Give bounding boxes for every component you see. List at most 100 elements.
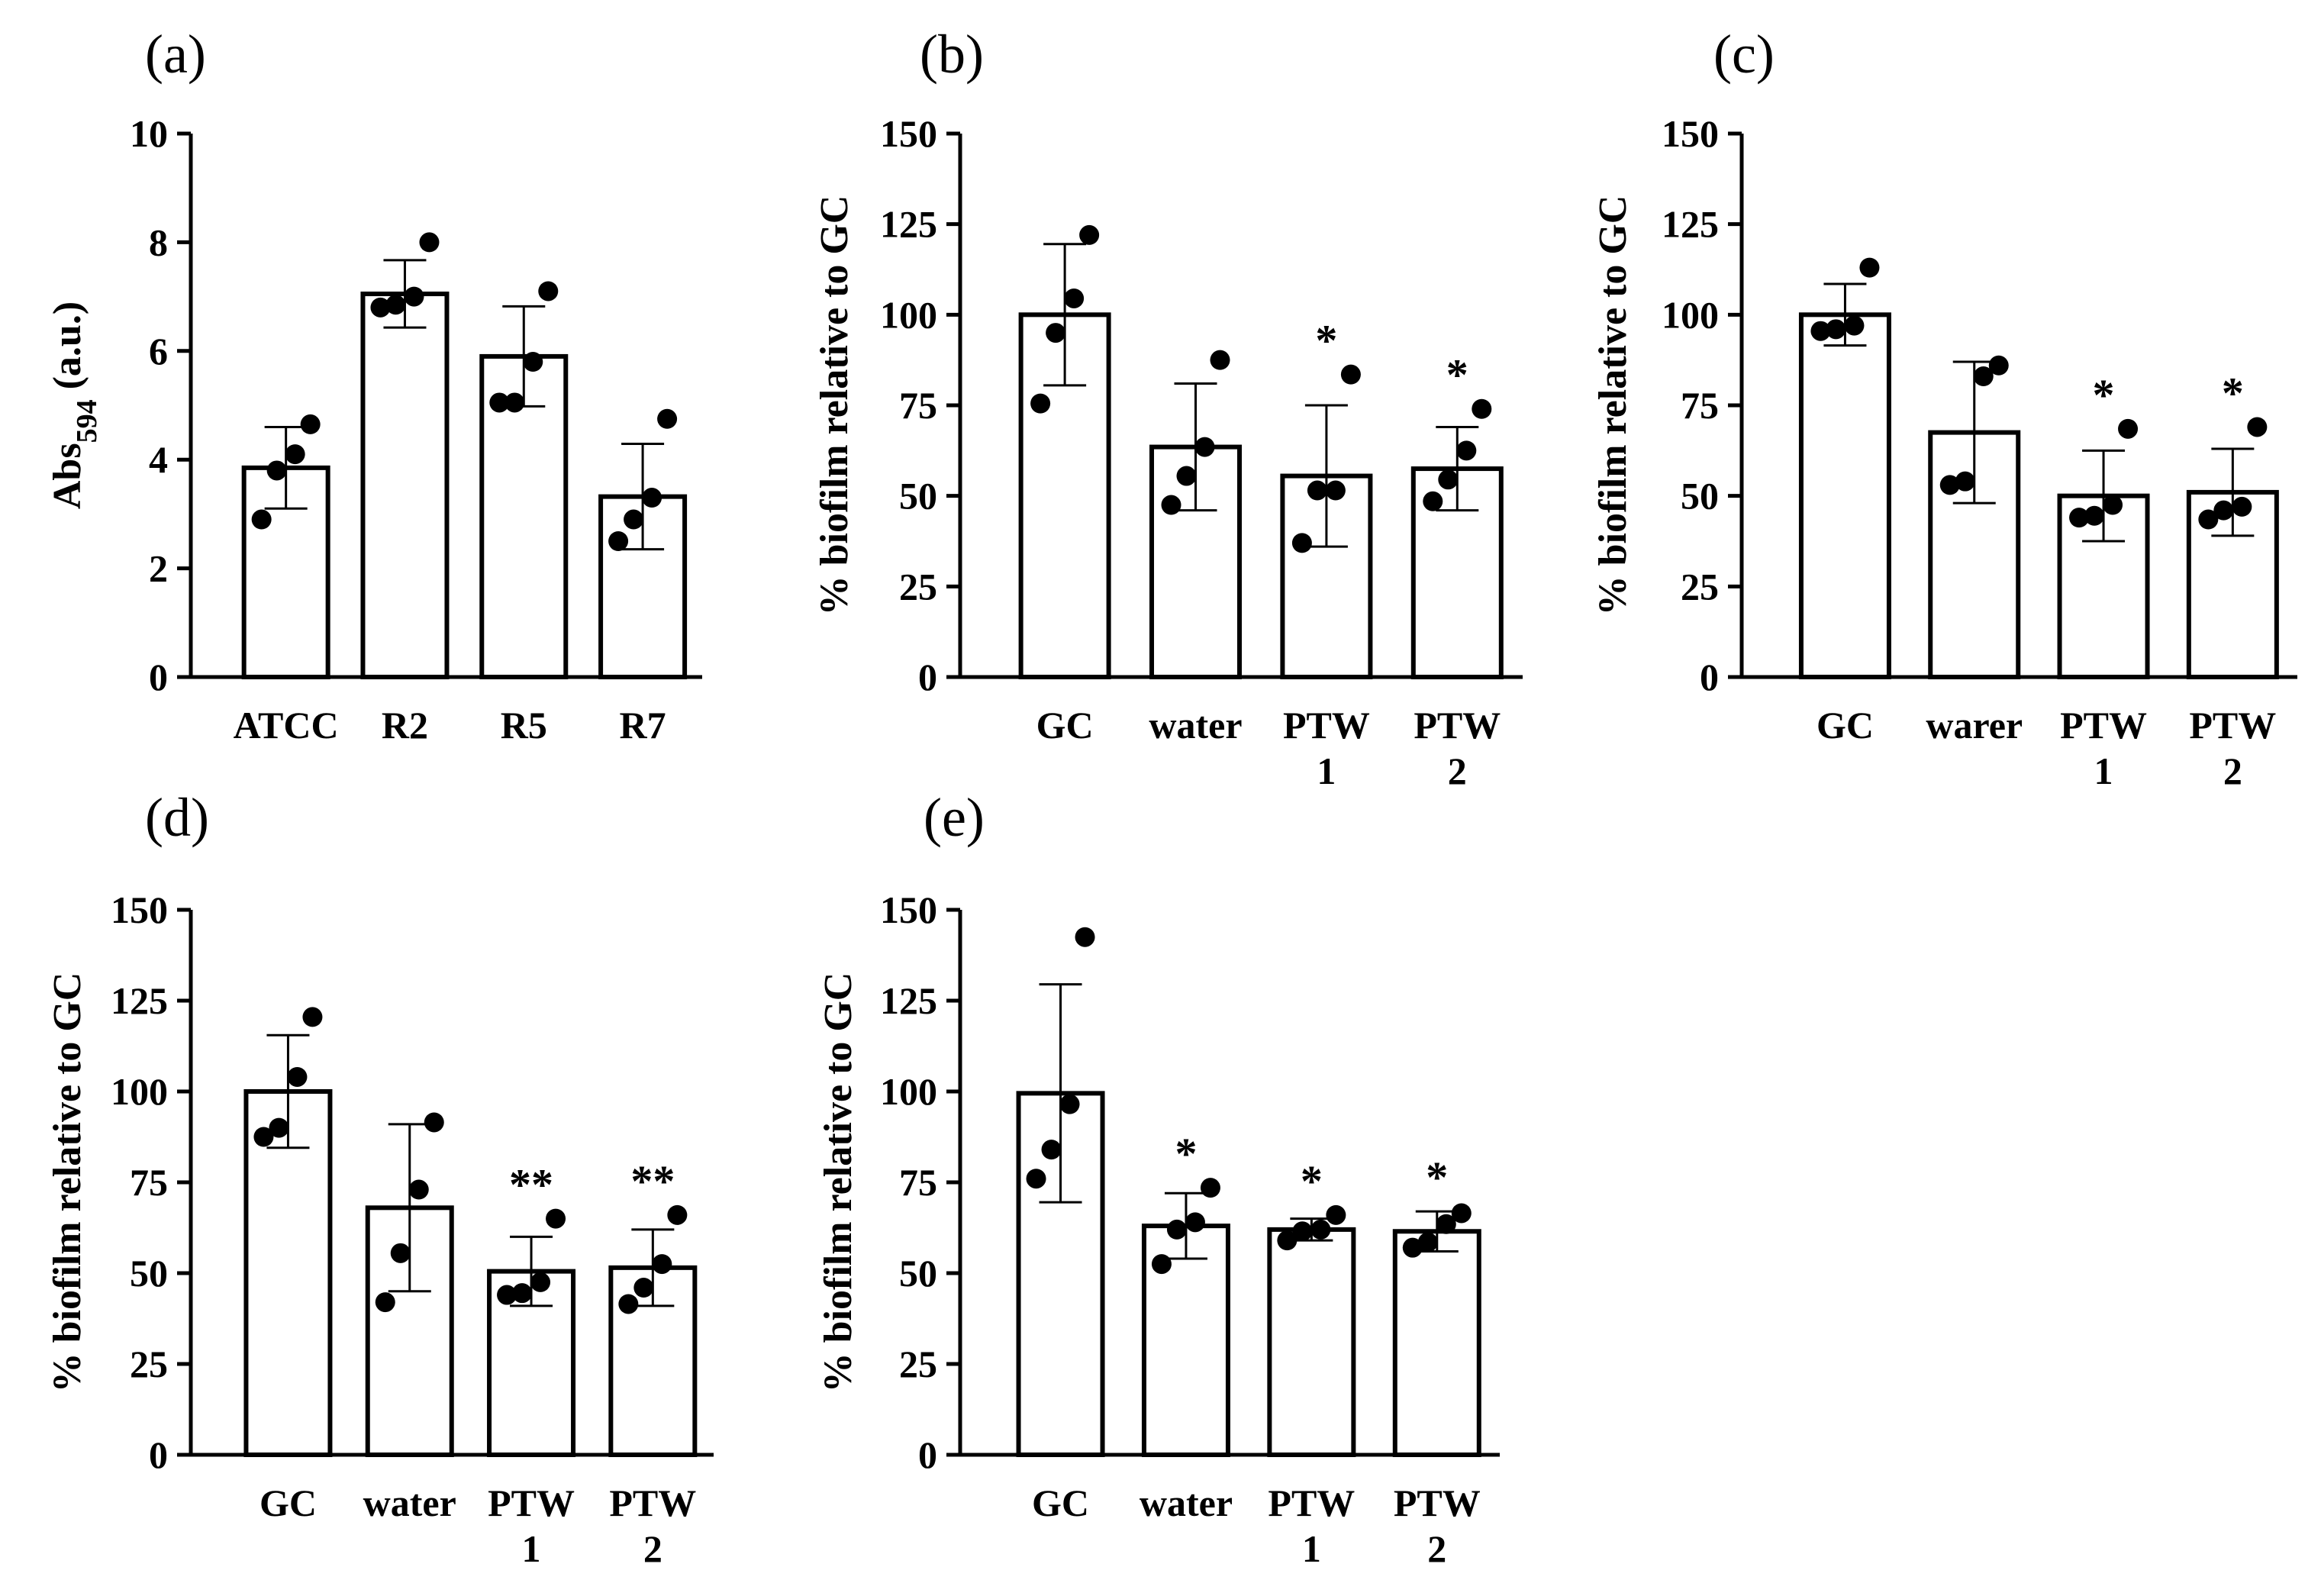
significance-marker: * xyxy=(1301,1156,1323,1206)
y-tick-label: 0 xyxy=(1700,656,1719,698)
significance-marker: * xyxy=(1446,350,1468,400)
data-point xyxy=(1151,1254,1172,1275)
data-point xyxy=(1046,323,1066,343)
data-point xyxy=(642,488,662,508)
x-tick-label: GC xyxy=(1036,704,1094,746)
data-point xyxy=(1939,475,1960,495)
data-point xyxy=(1176,466,1197,486)
y-tick-label: 0 xyxy=(918,1433,937,1476)
x-tick-label: water xyxy=(363,1482,456,1524)
data-point xyxy=(2118,418,2139,439)
data-point xyxy=(538,281,559,301)
data-point xyxy=(504,392,525,413)
x-tick-label: water xyxy=(1140,1482,1233,1524)
y-tick-label: 2 xyxy=(149,547,168,590)
y-tick-label: 100 xyxy=(1662,293,1719,336)
x-tick-label: 2 xyxy=(643,1527,662,1570)
x-tick-label: warer xyxy=(1926,704,2023,746)
data-point xyxy=(251,509,272,530)
x-tick-label: PTW xyxy=(609,1482,696,1524)
x-tick-label: GC xyxy=(1032,1482,1089,1524)
panel-label: (e) xyxy=(924,787,985,848)
data-point xyxy=(652,1254,672,1275)
panel-label: (a) xyxy=(145,24,206,85)
significance-marker: * xyxy=(1426,1153,1448,1202)
data-point xyxy=(385,295,406,315)
data-point xyxy=(1307,480,1327,501)
x-tick-label: PTW xyxy=(1268,1482,1355,1524)
data-point xyxy=(2247,417,2268,437)
y-axis-title-suffix: (a.u.) xyxy=(46,301,89,400)
data-point xyxy=(419,232,440,253)
y-axis-title: % biofilm relative to GC xyxy=(813,195,856,616)
data-point xyxy=(667,1204,688,1225)
y-axis-title-subscript: 594 xyxy=(71,399,103,443)
data-point xyxy=(269,1117,289,1138)
data-point xyxy=(1456,440,1477,461)
x-tick-label: PTW xyxy=(2189,704,2276,746)
data-point xyxy=(1438,469,1459,490)
data-point xyxy=(2198,509,2219,530)
bar xyxy=(1798,312,1891,679)
y-tick-label: 50 xyxy=(899,1252,937,1295)
data-point xyxy=(1325,480,1346,501)
data-point xyxy=(523,352,543,372)
x-tick-label: 2 xyxy=(1448,750,1467,792)
x-tick-label: 2 xyxy=(1427,1527,1446,1570)
data-point xyxy=(624,509,644,530)
data-point xyxy=(1041,1140,1062,1160)
bar xyxy=(1392,1229,1481,1457)
data-point xyxy=(375,1292,395,1313)
y-tick-label: 4 xyxy=(149,438,168,481)
data-point xyxy=(390,1243,411,1263)
x-tick-label: ATCC xyxy=(234,704,339,746)
data-point xyxy=(1277,1230,1298,1251)
data-point xyxy=(546,1208,566,1229)
data-point xyxy=(1417,1232,1438,1253)
y-tick-label: 75 xyxy=(1681,384,1719,427)
data-point xyxy=(657,408,678,429)
data-point xyxy=(1859,257,1880,278)
data-point xyxy=(1973,366,1994,387)
y-tick-label: 150 xyxy=(111,888,168,931)
data-point xyxy=(1026,1169,1046,1189)
data-point xyxy=(1310,1219,1331,1240)
y-tick-label: 150 xyxy=(880,888,937,931)
y-tick-label: 50 xyxy=(1681,475,1719,517)
data-point xyxy=(266,460,287,481)
significance-marker: * xyxy=(2222,368,2244,418)
data-point xyxy=(1988,355,2009,376)
data-point xyxy=(1079,224,1100,245)
x-tick-label: PTW xyxy=(2060,704,2147,746)
x-tick-label: R7 xyxy=(620,704,666,746)
data-point xyxy=(2069,508,2090,528)
data-point xyxy=(1340,364,1361,385)
x-tick-label: PTW xyxy=(1283,704,1370,746)
data-point xyxy=(370,297,391,318)
significance-marker: * xyxy=(1315,316,1337,366)
x-tick-label: R5 xyxy=(501,704,547,746)
y-tick-label: 75 xyxy=(899,1161,937,1204)
y-tick-label: 0 xyxy=(149,656,168,698)
significance-marker: ** xyxy=(630,1156,675,1206)
y-tick-label: 100 xyxy=(111,1070,168,1113)
y-axis-title: % biofilm relative to GC xyxy=(1591,195,1635,616)
data-point xyxy=(404,286,424,307)
data-point xyxy=(1185,1212,1205,1233)
data-point xyxy=(1844,315,1865,336)
data-point xyxy=(618,1294,639,1314)
data-point xyxy=(512,1283,533,1304)
data-point xyxy=(302,1007,323,1027)
data-point xyxy=(1826,319,1846,340)
data-point xyxy=(1326,1204,1346,1225)
data-point xyxy=(285,444,305,465)
data-point xyxy=(1059,1094,1080,1114)
x-tick-label: PTW xyxy=(1394,1482,1481,1524)
x-tick-label: water xyxy=(1149,704,1242,746)
x-tick-label: R2 xyxy=(382,704,428,746)
significance-marker: * xyxy=(2093,370,2115,420)
data-point xyxy=(300,414,321,434)
significance-marker: ** xyxy=(509,1160,553,1210)
x-tick-label: 2 xyxy=(2223,750,2242,792)
